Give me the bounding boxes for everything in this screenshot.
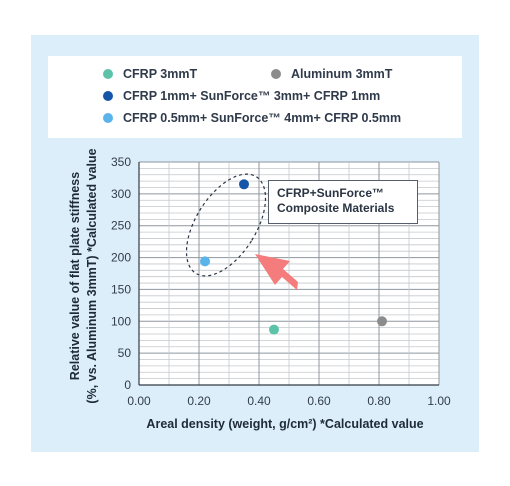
x-tick-labels: 0.00 0.20 0.40 0.60 0.80 1.00	[127, 394, 451, 408]
legend-label-cfrp-1mm-sunforce: CFRP 1mm+ SunForce™ 3mm+ CFRP 1mm	[123, 89, 381, 103]
legend-label-cfrp-3mm: CFRP 3mmT	[123, 67, 198, 81]
x-tick-label: 0.00	[127, 394, 151, 408]
y-axis-title-line1: Relative value of flat plate stiffness	[68, 172, 82, 380]
legend-marker-cfrp-3mm	[103, 69, 113, 79]
legend-label-aluminum-3mm: Aluminum 3mmT	[291, 67, 393, 81]
legend-item-cfrp-1mm-sunforce: CFRP 1mm+ SunForce™ 3mm+ CFRP 1mm	[103, 89, 380, 103]
annotation-line-2: Composite Materials	[277, 201, 395, 215]
x-tick-label: 1.00	[427, 394, 451, 408]
legend-marker-aluminum-3mm	[271, 69, 281, 79]
legend-item-cfrp-3mm: CFRP 3mmT	[103, 67, 197, 81]
x-axis-title: Areal density (weight, g/cm²) *Calculate…	[146, 417, 423, 431]
data-point	[200, 256, 210, 267]
y-tick-label: 300	[111, 187, 131, 201]
annotation-box: CFRP+SunForce™ Composite Materials	[268, 180, 418, 224]
annotation-line-1: CFRP+SunForce™	[277, 186, 385, 200]
y-tick-label: 150	[111, 282, 131, 296]
legend-marker-cfrp-1mm-sunforce	[103, 91, 113, 101]
y-tick-label: 100	[111, 314, 131, 328]
axes	[138, 162, 439, 386]
legend-label-cfrp-05mm-sunforce: CFRP 0.5mm+ SunForce™ 4mm+ CFRP 0.5mm	[123, 111, 402, 125]
y-tick-labels: 0 50 100 150 200 250 300 350	[111, 155, 131, 392]
legend: CFRP 3mmT Aluminum 3mmT CFRP 1mm+ SunFor…	[48, 56, 462, 138]
data-point	[269, 324, 279, 335]
x-tick-label: 0.40	[247, 394, 271, 408]
x-tick-label: 0.20	[187, 394, 211, 408]
y-tick-label: 350	[111, 155, 131, 169]
y-tick-label: 0	[124, 378, 131, 392]
data-point	[239, 179, 249, 190]
y-tick-label: 50	[118, 346, 132, 360]
data-points	[200, 179, 387, 335]
legend-item-cfrp-05mm-sunforce: CFRP 0.5mm+ SunForce™ 4mm+ CFRP 0.5mm	[103, 111, 401, 125]
data-point	[377, 316, 387, 327]
legend-marker-cfrp-05mm-sunforce	[103, 113, 113, 123]
y-tick-label: 250	[111, 219, 131, 233]
y-axis-title-line2: (%, vs. Aluminum 3mmT) *Calculated value	[85, 148, 99, 403]
legend-item-aluminum-3mm: Aluminum 3mmT	[271, 67, 392, 81]
y-tick-label: 200	[111, 251, 131, 265]
x-tick-label: 0.80	[367, 394, 391, 408]
highlight-ellipse	[185, 173, 267, 277]
pointer-arrow	[255, 254, 298, 290]
x-tick-label: 0.60	[307, 394, 331, 408]
